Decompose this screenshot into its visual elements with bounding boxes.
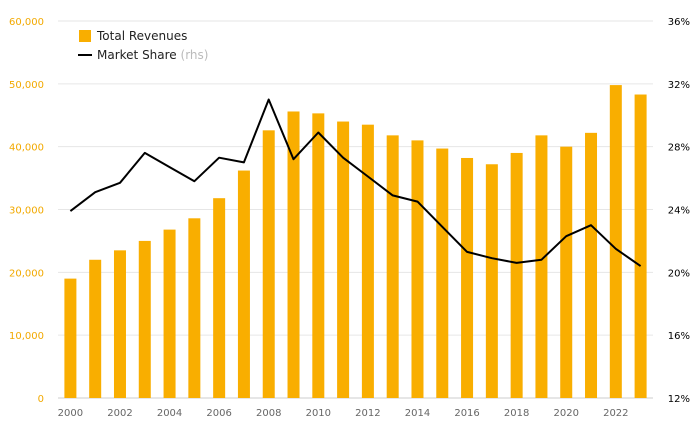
revenue-bar-2002 — [113, 250, 126, 398]
revenue-bar-2006 — [213, 198, 226, 398]
revenue-bar-2008 — [262, 130, 275, 398]
grid-lines — [58, 20, 653, 399]
revenue-bar-2004 — [163, 229, 176, 398]
revenue-bar-2014 — [411, 140, 424, 398]
x-tick-2002: 2002 — [107, 408, 132, 419]
x-tick-2004: 2004 — [157, 408, 182, 419]
x-tick-2022: 2022 — [603, 408, 628, 419]
x-tick-2014: 2014 — [405, 408, 430, 419]
x-tick-2016: 2016 — [454, 408, 479, 419]
revenue-bar-2013 — [386, 135, 399, 398]
revenue-bar-2010 — [312, 113, 325, 399]
right-axis-ticks: 12% 16% 20% 24% 28% 32% 36% — [668, 17, 690, 405]
legend-swatch-revenues — [79, 30, 91, 42]
revenue-bar-2001 — [89, 259, 102, 398]
left-tick-30000: 30,000 — [9, 206, 44, 217]
right-tick-16: 16% — [668, 331, 690, 342]
x-tick-2018: 2018 — [504, 408, 529, 419]
revenue-bar-2005 — [188, 218, 201, 398]
right-tick-36: 36% — [668, 17, 690, 28]
left-tick-0: 0 — [38, 394, 44, 405]
left-tick-20000: 20,000 — [9, 268, 44, 279]
legend-label-revenues: Total Revenues — [96, 29, 187, 43]
right-tick-12: 12% — [668, 394, 690, 405]
legend-label-market-share-name: Market Share — [97, 48, 177, 62]
revenue-bar-2017 — [485, 164, 498, 398]
x-tick-2010: 2010 — [306, 408, 331, 419]
revenue-bar-2020 — [560, 146, 573, 398]
right-tick-20: 20% — [668, 268, 690, 279]
x-tick-2006: 2006 — [206, 408, 231, 419]
left-tick-40000: 40,000 — [9, 143, 44, 154]
x-axis-ticks: 2000 2002 2004 2006 2008 2010 2012 2014 2016 2018… — [58, 408, 629, 419]
legend-label-market-share-note: (rhs) — [181, 48, 209, 62]
revenue-bar-2012 — [361, 124, 374, 399]
revenue-bar-2015 — [436, 148, 449, 398]
revenue-bar-2000 — [64, 278, 77, 398]
revenue-bar-2003 — [138, 240, 151, 398]
left-tick-10000: 10,000 — [9, 331, 44, 342]
revenue-bar-2011 — [337, 121, 350, 399]
x-tick-2020: 2020 — [554, 408, 579, 419]
x-tick-2000: 2000 — [58, 408, 83, 419]
x-tick-2008: 2008 — [256, 408, 281, 419]
revenue-bar-2016 — [461, 157, 474, 398]
revenue-bar-2022 — [609, 85, 622, 398]
revenue-bar-2019 — [535, 135, 548, 398]
left-axis-ticks: 0 10,000 20,000 30,000 40,000 50,000 60,000 — [9, 17, 44, 405]
x-tick-2012: 2012 — [355, 408, 380, 419]
right-tick-28: 28% — [668, 143, 690, 154]
revenue-bars — [64, 85, 647, 399]
left-tick-60000: 60,000 — [9, 17, 44, 28]
revenue-bar-2021 — [585, 132, 598, 399]
legend-label-market-share: Market Share (rhs) — [97, 48, 208, 62]
revenue-bar-2007 — [237, 170, 250, 398]
revenue-bar-2023 — [634, 94, 647, 398]
market-share-line-group — [69, 98, 642, 267]
revenue-bar-2018 — [510, 152, 523, 398]
market-share-line — [69, 98, 642, 267]
legend: Total Revenues Market Share (rhs) — [78, 29, 208, 62]
right-tick-32: 32% — [668, 80, 690, 91]
right-tick-24: 24% — [668, 206, 690, 217]
left-tick-50000: 50,000 — [9, 80, 44, 91]
revenue-bar-2009 — [287, 111, 300, 398]
